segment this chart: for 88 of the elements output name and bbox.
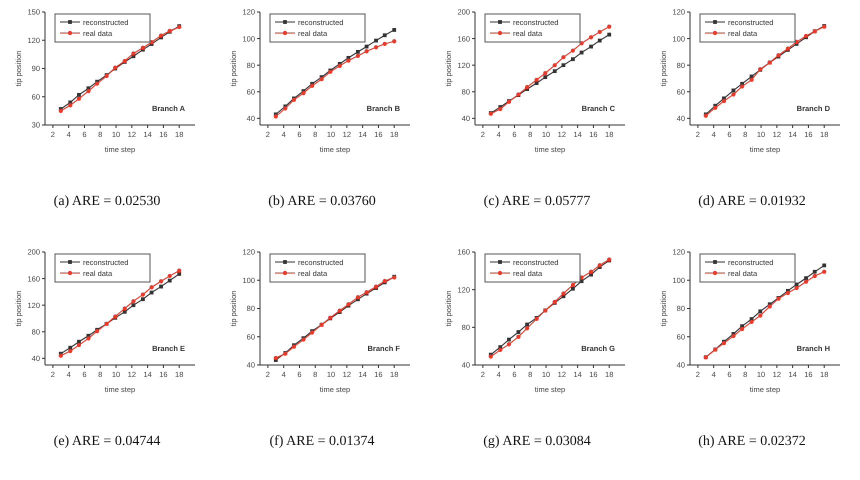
point	[570, 57, 575, 62]
point	[588, 35, 594, 40]
point	[374, 38, 378, 42]
text: (g) ARE = 0.03084	[483, 434, 591, 449]
point	[543, 71, 548, 76]
point	[86, 89, 91, 94]
text: (b) ARE = 0.03760	[268, 194, 376, 209]
point	[732, 88, 736, 92]
point	[731, 92, 736, 97]
point	[749, 320, 754, 324]
point	[346, 58, 351, 63]
point	[382, 42, 387, 46]
point	[506, 342, 512, 346]
point	[177, 268, 182, 273]
text: (d) ARE = 0.01932	[698, 194, 806, 209]
point	[570, 48, 575, 53]
point	[822, 270, 826, 274]
point	[356, 50, 360, 54]
point	[516, 334, 521, 339]
point	[561, 55, 566, 60]
point	[607, 24, 612, 29]
text: (a) ARE = 0.02530	[54, 194, 160, 209]
point	[364, 49, 369, 54]
point	[588, 270, 594, 274]
point	[552, 63, 557, 68]
point	[543, 75, 548, 80]
point	[356, 54, 360, 58]
point	[570, 282, 575, 288]
point	[516, 330, 520, 334]
point	[822, 264, 826, 268]
point	[274, 356, 278, 360]
point	[150, 290, 154, 294]
point	[168, 274, 172, 278]
point	[122, 306, 127, 311]
point	[812, 274, 817, 278]
point	[507, 338, 511, 342]
point	[534, 78, 539, 82]
text: (f) ARE = 0.01374	[269, 434, 375, 449]
point	[749, 78, 754, 82]
point	[140, 292, 145, 297]
point	[131, 51, 136, 56]
point	[132, 303, 136, 308]
text: (c) ARE = 0.05777	[484, 194, 590, 209]
point	[786, 290, 790, 296]
point	[561, 291, 566, 296]
point	[364, 44, 368, 48]
point	[740, 326, 744, 332]
point	[794, 286, 799, 290]
point	[168, 278, 172, 282]
point	[804, 276, 808, 280]
point	[76, 96, 82, 101]
point	[570, 286, 575, 291]
text: (h) ARE = 0.02372	[698, 434, 806, 449]
point	[158, 33, 164, 38]
point	[158, 279, 164, 284]
point	[159, 284, 163, 288]
point	[731, 334, 736, 338]
point	[750, 74, 754, 78]
point	[498, 106, 502, 112]
text: (e) ARE = 0.04744	[54, 434, 160, 449]
point	[794, 282, 798, 286]
point	[131, 299, 136, 304]
point	[804, 280, 808, 284]
point	[301, 90, 306, 96]
point	[740, 84, 744, 89]
point	[525, 322, 530, 326]
point	[758, 313, 762, 318]
point	[598, 38, 602, 42]
point	[68, 348, 72, 354]
point	[392, 28, 396, 32]
point	[498, 348, 502, 352]
point	[76, 342, 82, 348]
point	[86, 336, 91, 341]
point	[374, 45, 378, 50]
point	[392, 39, 396, 44]
point	[534, 81, 538, 86]
point	[598, 30, 602, 34]
point	[140, 297, 145, 302]
point	[589, 44, 593, 48]
point	[607, 32, 612, 36]
point	[77, 92, 81, 97]
point	[562, 63, 566, 68]
point	[149, 285, 154, 290]
point	[722, 98, 726, 104]
point	[525, 326, 530, 330]
point	[579, 41, 584, 46]
point	[580, 50, 584, 54]
point	[68, 103, 72, 108]
